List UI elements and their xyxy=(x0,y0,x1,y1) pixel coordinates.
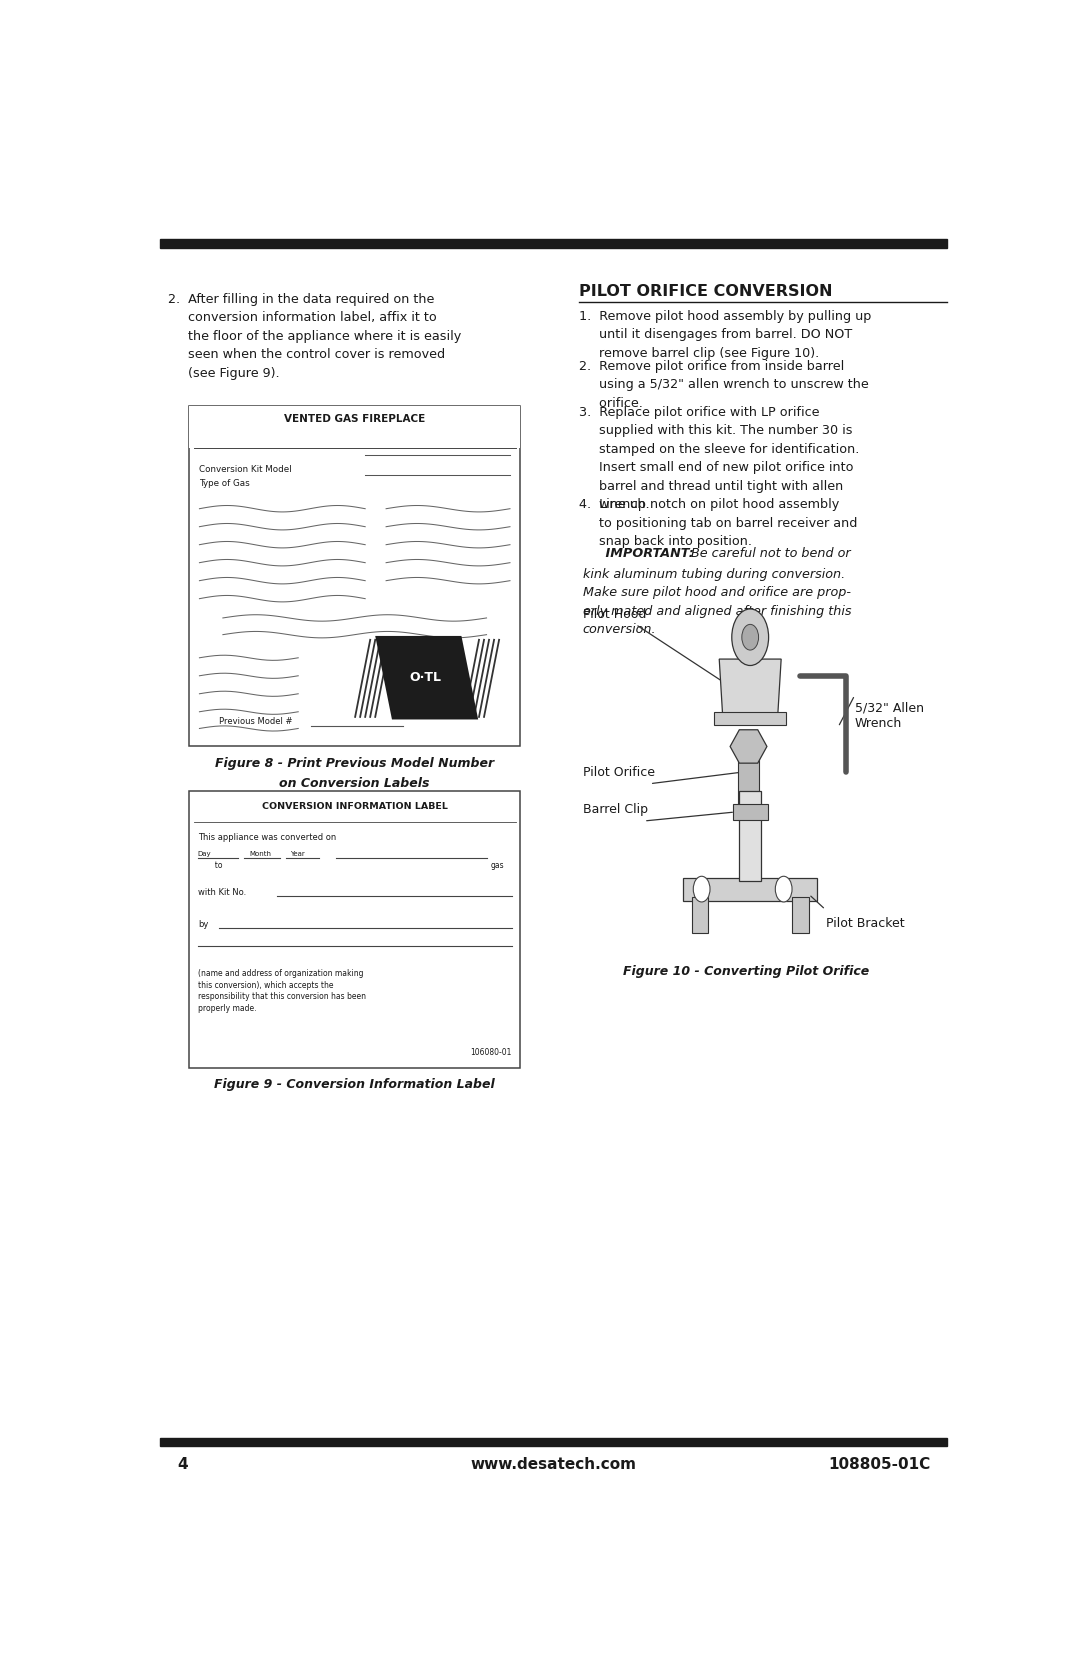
Bar xyxy=(684,878,818,901)
Text: Previous Model #: Previous Model # xyxy=(218,718,293,726)
Bar xyxy=(160,1439,947,1445)
Circle shape xyxy=(693,876,710,901)
Text: to: to xyxy=(210,861,222,870)
Text: IMPORTANT:: IMPORTANT: xyxy=(583,547,693,561)
Text: Figure 8 - Print Previous Model Number: Figure 8 - Print Previous Model Number xyxy=(215,756,495,769)
Text: 4.  Line up notch on pilot hood assembly
     to positioning tab on barrel recei: 4. Line up notch on pilot hood assembly … xyxy=(579,499,858,549)
Text: CONVERSION INFORMATION LABEL: CONVERSION INFORMATION LABEL xyxy=(261,801,447,811)
Polygon shape xyxy=(730,729,767,763)
Bar xyxy=(740,791,761,881)
Text: O·TL: O·TL xyxy=(409,671,442,684)
Text: 108805-01C: 108805-01C xyxy=(828,1457,930,1472)
Text: Year: Year xyxy=(289,851,305,856)
Text: www.desatech.com: www.desatech.com xyxy=(471,1457,636,1472)
Bar xyxy=(792,896,809,933)
Bar xyxy=(732,804,768,819)
Text: on Conversion Labels: on Conversion Labels xyxy=(280,778,430,791)
Text: Figure 10 - Converting Pilot Orifice: Figure 10 - Converting Pilot Orifice xyxy=(623,965,869,978)
Text: 2.  Remove pilot orifice from inside barrel
     using a 5/32" allen wrench to u: 2. Remove pilot orifice from inside barr… xyxy=(579,359,868,409)
Circle shape xyxy=(742,624,758,649)
Text: PILOT ORIFICE CONVERSION: PILOT ORIFICE CONVERSION xyxy=(579,284,832,299)
Text: Be careful not to bend or: Be careful not to bend or xyxy=(688,547,851,561)
Bar xyxy=(160,239,947,247)
Bar xyxy=(189,791,521,1068)
Polygon shape xyxy=(375,636,478,719)
Text: Figure 9 - Conversion Information Label: Figure 9 - Conversion Information Label xyxy=(214,1078,495,1092)
Text: gas: gas xyxy=(490,861,504,870)
Bar xyxy=(691,896,708,933)
Text: 4: 4 xyxy=(177,1457,188,1472)
Text: 5/32" Allen
Wrench: 5/32" Allen Wrench xyxy=(855,701,923,731)
Text: Pilot Orifice: Pilot Orifice xyxy=(583,766,654,778)
Bar xyxy=(738,751,759,804)
Text: 106080-01: 106080-01 xyxy=(470,1048,512,1058)
Bar xyxy=(742,798,755,829)
Text: VENTED GAS FIREPLACE: VENTED GAS FIREPLACE xyxy=(284,414,426,424)
Text: Conversion Kit Model
Type of Gas: Conversion Kit Model Type of Gas xyxy=(200,466,292,487)
Bar xyxy=(189,406,521,746)
Text: Barrel Clip: Barrel Clip xyxy=(583,803,648,816)
Text: Pilot Hood: Pilot Hood xyxy=(583,608,646,621)
Text: This appliance was converted on: This appliance was converted on xyxy=(198,833,336,841)
Polygon shape xyxy=(719,659,781,714)
Text: Month: Month xyxy=(249,851,272,856)
Circle shape xyxy=(732,609,769,666)
Text: by: by xyxy=(198,920,208,930)
Text: Day: Day xyxy=(198,851,212,856)
Text: with Kit No.: with Kit No. xyxy=(198,888,246,896)
Text: (name and address of organization making
this conversion), which accepts the
res: (name and address of organization making… xyxy=(198,968,366,1013)
Text: kink aluminum tubing during conversion.
Make sure pilot hood and orifice are pro: kink aluminum tubing during conversion. … xyxy=(583,567,851,636)
Bar xyxy=(714,711,786,724)
Bar xyxy=(189,406,521,449)
Circle shape xyxy=(775,876,792,901)
Text: Pilot Bracket: Pilot Bracket xyxy=(825,918,904,930)
Text: 1.  Remove pilot hood assembly by pulling up
     until it disengages from barre: 1. Remove pilot hood assembly by pulling… xyxy=(579,309,870,359)
Text: 2.  After filling in the data required on the
     conversion information label,: 2. After filling in the data required on… xyxy=(168,292,462,381)
Text: 3.  Replace pilot orifice with LP orifice
     supplied with this kit. The numbe: 3. Replace pilot orifice with LP orifice… xyxy=(579,406,859,511)
